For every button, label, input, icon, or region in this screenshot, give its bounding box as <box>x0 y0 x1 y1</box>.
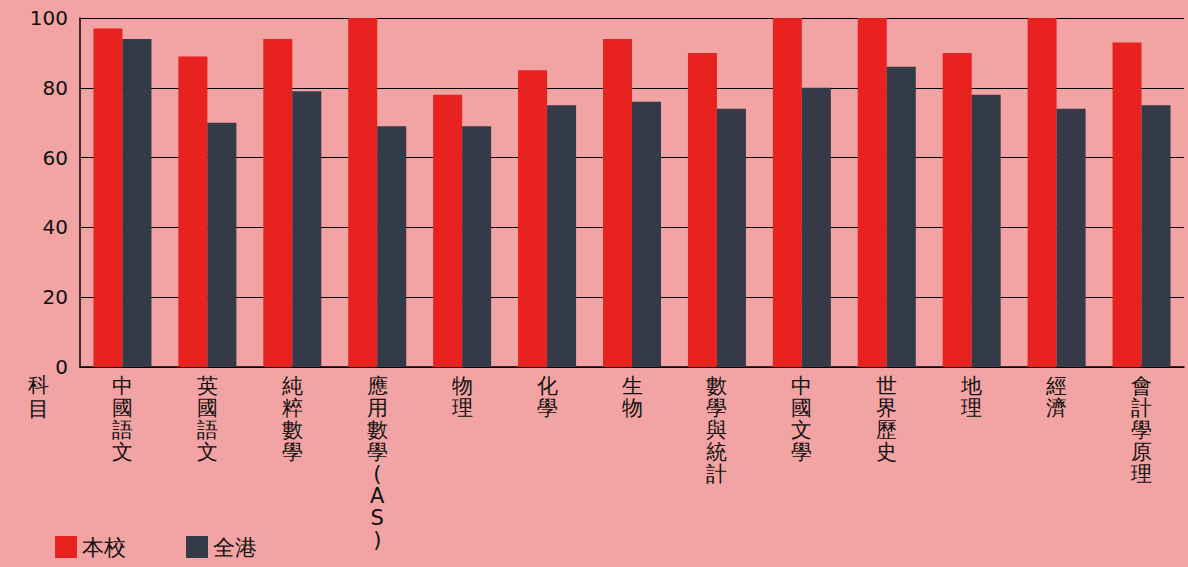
svg-text:學: 學 <box>282 440 303 464</box>
svg-text:濟: 濟 <box>1046 396 1067 420</box>
svg-text:史: 史 <box>876 440 897 464</box>
svg-text:中: 中 <box>112 374 133 398</box>
svg-text:(: ( <box>373 462 381 486</box>
svg-text:物: 物 <box>452 374 473 398</box>
svg-text:40: 40 <box>43 215 68 239</box>
svg-text:地: 地 <box>960 374 982 398</box>
svg-text:理: 理 <box>452 396 473 420</box>
svg-text:原: 原 <box>1131 440 1152 464</box>
svg-text:100: 100 <box>30 6 68 30</box>
svg-text:目: 目 <box>28 397 49 421</box>
svg-text:國: 國 <box>197 396 218 420</box>
svg-text:數: 數 <box>282 418 303 442</box>
svg-text:世: 世 <box>876 374 897 398</box>
svg-text:文: 文 <box>112 440 133 464</box>
svg-text:用: 用 <box>367 396 388 420</box>
svg-text:化: 化 <box>537 374 558 398</box>
svg-text:學: 學 <box>1131 418 1152 442</box>
svg-text:生: 生 <box>622 374 643 398</box>
svg-text:統: 統 <box>706 440 727 464</box>
svg-text:80: 80 <box>43 76 68 100</box>
svg-text:計: 計 <box>1131 396 1152 420</box>
svg-text:粹: 粹 <box>282 396 303 420</box>
svg-text:國: 國 <box>112 396 133 420</box>
svg-text:文: 文 <box>197 440 218 464</box>
svg-text:科: 科 <box>28 373 49 397</box>
svg-text:學: 學 <box>706 396 727 420</box>
svg-text:理: 理 <box>1131 462 1152 486</box>
svg-text:歷: 歷 <box>876 418 897 442</box>
svg-text:界: 界 <box>876 396 897 420</box>
svg-text:學: 學 <box>367 440 388 464</box>
svg-text:學: 學 <box>537 396 558 420</box>
svg-text:語: 語 <box>112 418 133 442</box>
svg-text:數: 數 <box>706 374 727 398</box>
svg-text:計: 計 <box>706 462 727 486</box>
svg-text:國: 國 <box>791 396 812 420</box>
svg-text:20: 20 <box>43 285 68 309</box>
svg-text:純: 純 <box>282 374 303 398</box>
svg-text:全港: 全港 <box>213 535 257 560</box>
svg-text:S: S <box>371 506 384 530</box>
svg-text:60: 60 <box>43 146 68 170</box>
svg-text:物: 物 <box>622 396 643 420</box>
svg-text:經: 經 <box>1045 374 1067 398</box>
svg-text:): ) <box>373 528 381 552</box>
svg-text:會: 會 <box>1131 374 1152 398</box>
svg-text:數: 數 <box>367 418 388 442</box>
svg-text:英: 英 <box>197 374 218 398</box>
svg-text:理: 理 <box>961 396 982 420</box>
svg-text:應: 應 <box>367 374 388 398</box>
svg-text:0: 0 <box>55 355 68 379</box>
svg-text:中: 中 <box>791 374 812 398</box>
svg-text:與: 與 <box>706 418 727 442</box>
svg-text:文: 文 <box>791 418 812 442</box>
svg-text:語: 語 <box>197 418 218 442</box>
svg-text:學: 學 <box>791 440 812 464</box>
svg-text:本校: 本校 <box>82 535 126 560</box>
svg-text:A: A <box>370 484 385 508</box>
